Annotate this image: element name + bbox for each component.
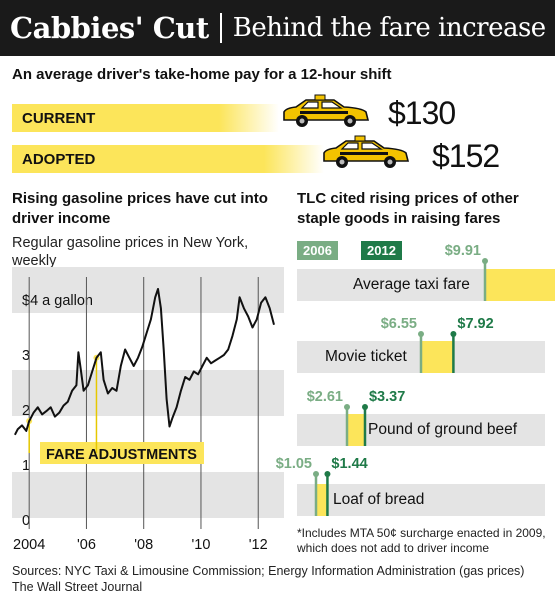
header-bar: Cabbies' Cut Behind the fare increase [0, 0, 555, 56]
gas-subheading: Regular gasoline prices in New York, wee… [12, 235, 249, 269]
annotation-label: FARE ADJUSTMENTS [46, 447, 197, 463]
goods-label-movie: Movie ticket [325, 348, 407, 365]
x-tick-label: '06 [77, 537, 96, 553]
dot-2006 [344, 404, 350, 410]
y-tick-label: 2 [22, 403, 30, 419]
gas-price-line [14, 288, 275, 436]
dot-2006 [482, 258, 488, 264]
x-tick-label: '10 [192, 537, 211, 553]
fare-adjustments-annotation: FARE ADJUSTMENTS [26, 354, 204, 464]
taxi-icon [283, 94, 369, 128]
value-2012: $3.37 [369, 389, 405, 405]
pay-heading: An average driver's take-home pay for a … [12, 66, 392, 83]
goods-label-bread: Loaf of bread [333, 491, 425, 508]
dot-2012 [450, 331, 457, 337]
goods-change-bar [316, 484, 328, 516]
pay-label-current: CURRENT [22, 110, 96, 127]
value-2006: $2.61 [307, 389, 343, 405]
gas-x-ticks: 2004 '06 '08 '10 '12 [13, 277, 268, 553]
value-2006: $9.91 [445, 243, 481, 259]
pay-bar-current: CURRENT [12, 104, 279, 132]
x-tick-label: '08 [134, 537, 153, 553]
y-tick-label: 1 [22, 458, 30, 474]
legend-2006: 2006 [297, 241, 338, 260]
pay-value-current: $130 [388, 95, 456, 131]
dot-2012 [324, 471, 331, 477]
taxi-icon [323, 135, 409, 169]
pay-bar-adopted: ADOPTED [12, 145, 324, 173]
goods-change-bar [485, 269, 555, 301]
goods-label-taxi: Average taxi fare [353, 276, 470, 293]
x-tick-label: '12 [249, 537, 268, 553]
y-tick-label: 0 [22, 513, 30, 529]
y-tick-label: 3 [22, 348, 30, 364]
goods-label-beef: Pound of ground beef [368, 421, 518, 438]
page-subtitle: Behind the fare increase [232, 13, 546, 43]
dot-2006 [418, 331, 424, 337]
annotation-box [40, 442, 204, 464]
value-2006: $1.05 [276, 456, 312, 472]
value-2012: $7.92 [457, 316, 493, 332]
gas-band [12, 472, 284, 518]
footnote: *Includes MTA 50¢ surcharge enacted in 2… [297, 526, 546, 555]
goods-marks: $9.91$11.97*$6.55$7.92$2.61$3.37$1.05$1.… [276, 243, 555, 516]
legend-2012: 2012 [361, 241, 402, 260]
goods-row-bread [297, 484, 545, 516]
gas-y-ticks: $4 a gallon 3 2 1 0 [22, 293, 93, 529]
goods-change-bar [421, 341, 454, 373]
title-divider [219, 13, 222, 43]
pay-value-adopted: $152 [432, 138, 500, 174]
gas-heading: Rising gasoline prices have cut into dri… [12, 190, 268, 227]
x-tick-label: 2004 [13, 537, 45, 553]
page-title: Cabbies' Cut [10, 11, 209, 45]
gas-band [12, 370, 284, 416]
y-tick-label: $4 a gallon [22, 293, 93, 309]
dot-2012 [361, 404, 368, 410]
goods-change-bar [347, 414, 365, 446]
goods-heading: TLC cited rising prices of other staple … [297, 190, 519, 227]
value-2006: $6.55 [381, 316, 417, 332]
goods-row-beef [297, 414, 545, 446]
dot-2006 [313, 471, 319, 477]
sources: Sources: NYC Taxi & Limousine Commission… [12, 564, 525, 594]
pay-label-adopted: ADOPTED [22, 151, 96, 168]
value-2012: $1.44 [331, 456, 367, 472]
